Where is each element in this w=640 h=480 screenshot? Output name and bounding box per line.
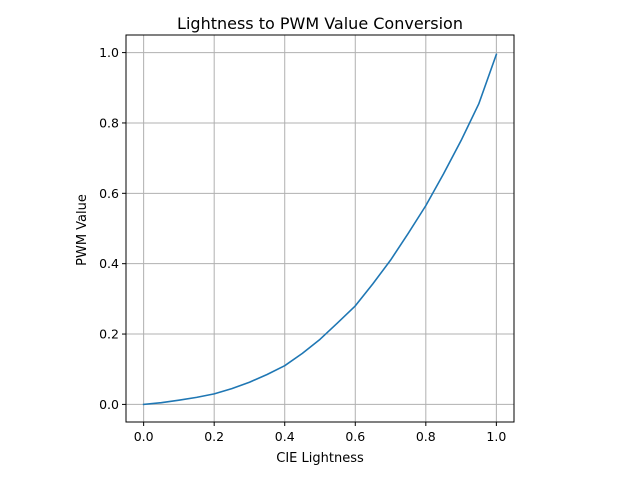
x-axis-label: CIE Lightness xyxy=(276,451,364,466)
x-tick-label: 0.0 xyxy=(134,429,154,444)
x-tick-label: 0.8 xyxy=(416,429,436,444)
ticks: 0.0 0.2 0.4 0.6 0.8 1.0 0.0 0.2 0.4 0.6 0.8 1.0 xyxy=(99,45,506,444)
x-tick-label: 0.6 xyxy=(345,429,365,444)
x-tick-label: 0.2 xyxy=(204,429,224,444)
x-tick-label: 0.4 xyxy=(275,429,295,444)
series-layer xyxy=(142,53,498,406)
y-tick-label: 0.4 xyxy=(99,256,119,271)
grid xyxy=(126,35,514,422)
y-tick-label: 0.8 xyxy=(99,115,119,130)
y-tick-label: 0.6 xyxy=(99,186,119,201)
y-tick-label: 0.0 xyxy=(99,397,119,412)
chart-title: Lightness to PWM Value Conversion xyxy=(177,14,463,33)
plot-area-frame xyxy=(125,34,515,423)
y-axis-label: PWM Value xyxy=(75,194,90,266)
series-line xyxy=(142,53,498,406)
y-tick-label: 0.2 xyxy=(99,327,119,342)
y-tick-label: 1.0 xyxy=(99,45,119,60)
x-tick-label: 1.0 xyxy=(486,429,506,444)
